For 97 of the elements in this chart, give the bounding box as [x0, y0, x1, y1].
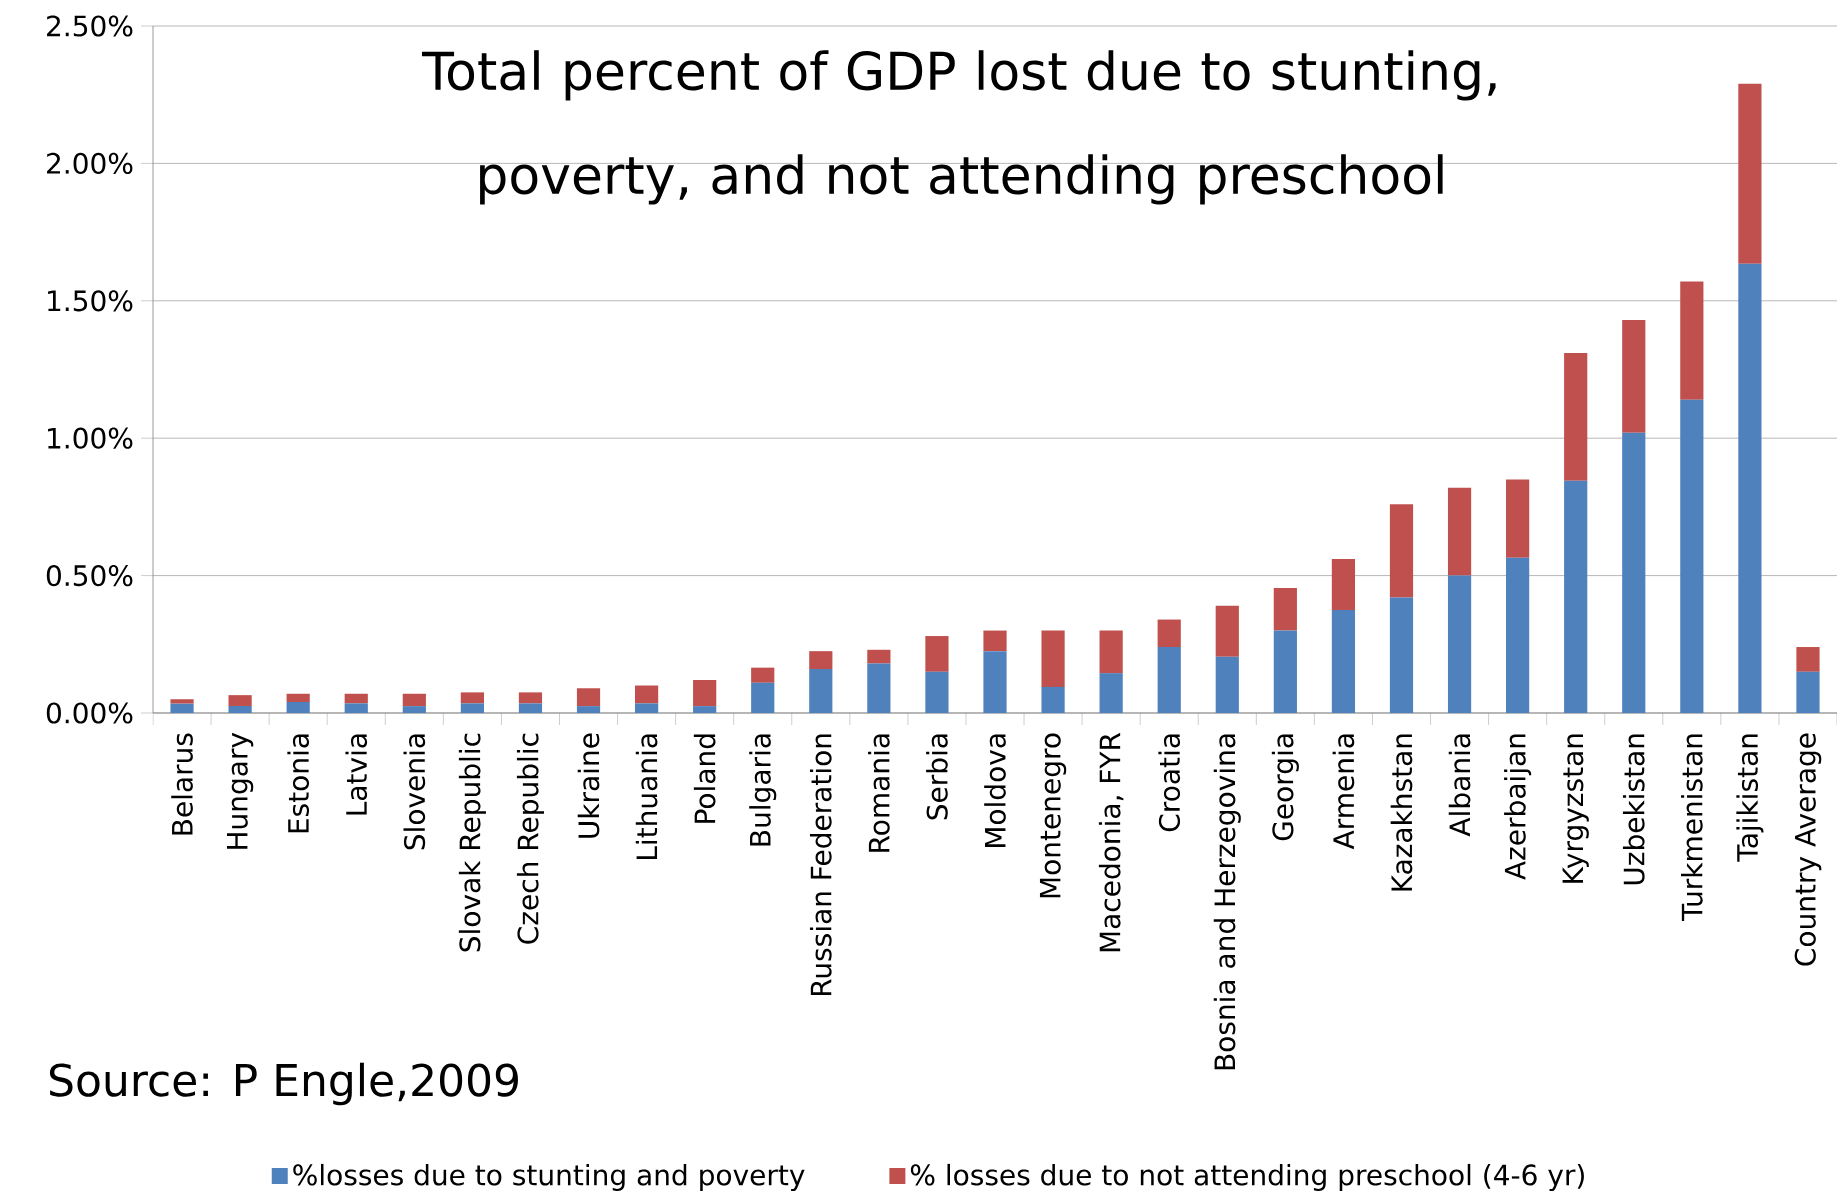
- x-tick-label: Bosnia and Herzegovina: [1213, 734, 1241, 1070]
- bar: [518, 692, 543, 704]
- bar: [1447, 575, 1472, 713]
- y-tick-label: 2.50%: [47, 15, 133, 37]
- bar: [1622, 320, 1646, 433]
- y-tick-label: 2.00%: [47, 152, 133, 174]
- bar: [925, 671, 949, 713]
- bar: [286, 693, 310, 702]
- bar: [1157, 619, 1181, 648]
- bar: [1157, 647, 1181, 713]
- bar: [1331, 559, 1356, 610]
- bar: [228, 706, 252, 713]
- bar: [634, 703, 659, 713]
- legend-label: % losses due to not attending preschool (4-6 yr): [910, 1163, 1584, 1191]
- bar: [460, 692, 484, 704]
- bar: [1680, 281, 1704, 400]
- bar: [402, 693, 426, 707]
- bar: [1273, 630, 1297, 713]
- x-tick-label: Romania: [868, 734, 890, 852]
- bar: [460, 703, 484, 713]
- bar: [1680, 399, 1704, 713]
- bar: [867, 663, 891, 713]
- text: Total percent of GDP lost due to stunting, poverty, and not attending preschool: [421, 50, 1496, 205]
- bar: [1041, 630, 1065, 687]
- bar: [1331, 609, 1356, 713]
- bar: [1796, 671, 1820, 713]
- x-tick-label: Ukraine: [577, 733, 600, 838]
- bar: [983, 630, 1007, 652]
- bar: [1738, 263, 1762, 713]
- bar: [867, 649, 891, 664]
- x-tick-label: Slovak Republic: [458, 733, 486, 952]
- legend-label: %losses due to stunting and poverty: [293, 1163, 805, 1191]
- bar: [1564, 353, 1588, 481]
- bar: [1389, 504, 1414, 598]
- bar: [634, 685, 659, 704]
- y-tick-label: 1.50%: [48, 290, 133, 312]
- x-tick-label: Poland: [693, 734, 716, 823]
- x-tick-label: Moldova: [984, 734, 1006, 847]
- x-tick-label: Tajikistan: [1736, 734, 1764, 862]
- x-tick-label: Czech Republic: [516, 733, 545, 944]
- x-tick-label: Lithuania: [635, 734, 658, 859]
- bar: [1564, 480, 1588, 713]
- bar: [1389, 597, 1414, 713]
- bar: [751, 667, 775, 683]
- x-tick-label: Serbia: [926, 734, 948, 820]
- x-tick-label: Croatia: [1158, 734, 1181, 832]
- bar: [1215, 605, 1239, 657]
- source-note: Source: P Engle,2009: [49, 1062, 518, 1106]
- bar: [1215, 656, 1239, 713]
- y-tick-label: 0.50%: [46, 564, 133, 587]
- bar: [1447, 487, 1472, 576]
- x-tick-label: Azerbaijan: [1504, 734, 1532, 880]
- x-tick-label: Slovenia: [403, 734, 426, 850]
- y-tick-label: 1.00%: [48, 427, 133, 449]
- x-tick-label: Uzbekistan: [1622, 734, 1645, 885]
- bar: [1506, 479, 1530, 558]
- y-tick-label: 0.00%: [46, 702, 133, 724]
- bar: [693, 706, 717, 713]
- bar: [344, 693, 368, 704]
- x-tick-label: Macedonia, FYR: [1098, 732, 1124, 952]
- x-tick-label: Armenia: [1332, 734, 1355, 850]
- bar: [228, 695, 252, 707]
- bar: [518, 703, 543, 713]
- x-tick-label: Turkmenistan: [1681, 734, 1703, 921]
- x-tick-label: Albania: [1448, 734, 1471, 837]
- x-tick-label: Country Average: [1794, 733, 1822, 966]
- bar: [693, 680, 717, 707]
- bar: [170, 699, 194, 704]
- x-tick-label: Estonia: [287, 734, 310, 833]
- x-tick-label: Montenegro: [1039, 733, 1067, 898]
- x-tick-label: Georgia: [1271, 734, 1299, 841]
- bar: [983, 651, 1007, 713]
- bar: [1273, 587, 1297, 631]
- bar: [1099, 673, 1123, 713]
- bar: [344, 703, 368, 713]
- bar: [402, 706, 426, 713]
- bar: [1796, 647, 1820, 672]
- bar: [576, 706, 601, 713]
- x-tick-label: Kazakhstan: [1390, 734, 1413, 891]
- bar: [1099, 630, 1123, 674]
- bar: [1506, 557, 1530, 713]
- bar: [1738, 83, 1762, 264]
- bar: [925, 636, 949, 672]
- bar: [286, 702, 310, 713]
- bar: [809, 669, 833, 713]
- bar: [1622, 432, 1646, 713]
- bar: [1041, 686, 1065, 713]
- x-tick-label: Kyrgyzstan: [1562, 734, 1589, 883]
- bar: [170, 703, 194, 713]
- bar: [809, 651, 833, 670]
- x-tick-label: Latvia: [345, 734, 368, 815]
- x-tick-label: Bulgaria: [749, 734, 777, 846]
- x-tick-label: Belarus: [171, 733, 193, 835]
- x-tick-label: Russian Federation: [809, 734, 832, 996]
- x-tick-label: Hungary: [226, 732, 254, 849]
- bar: [751, 682, 775, 713]
- bar: [576, 688, 601, 707]
